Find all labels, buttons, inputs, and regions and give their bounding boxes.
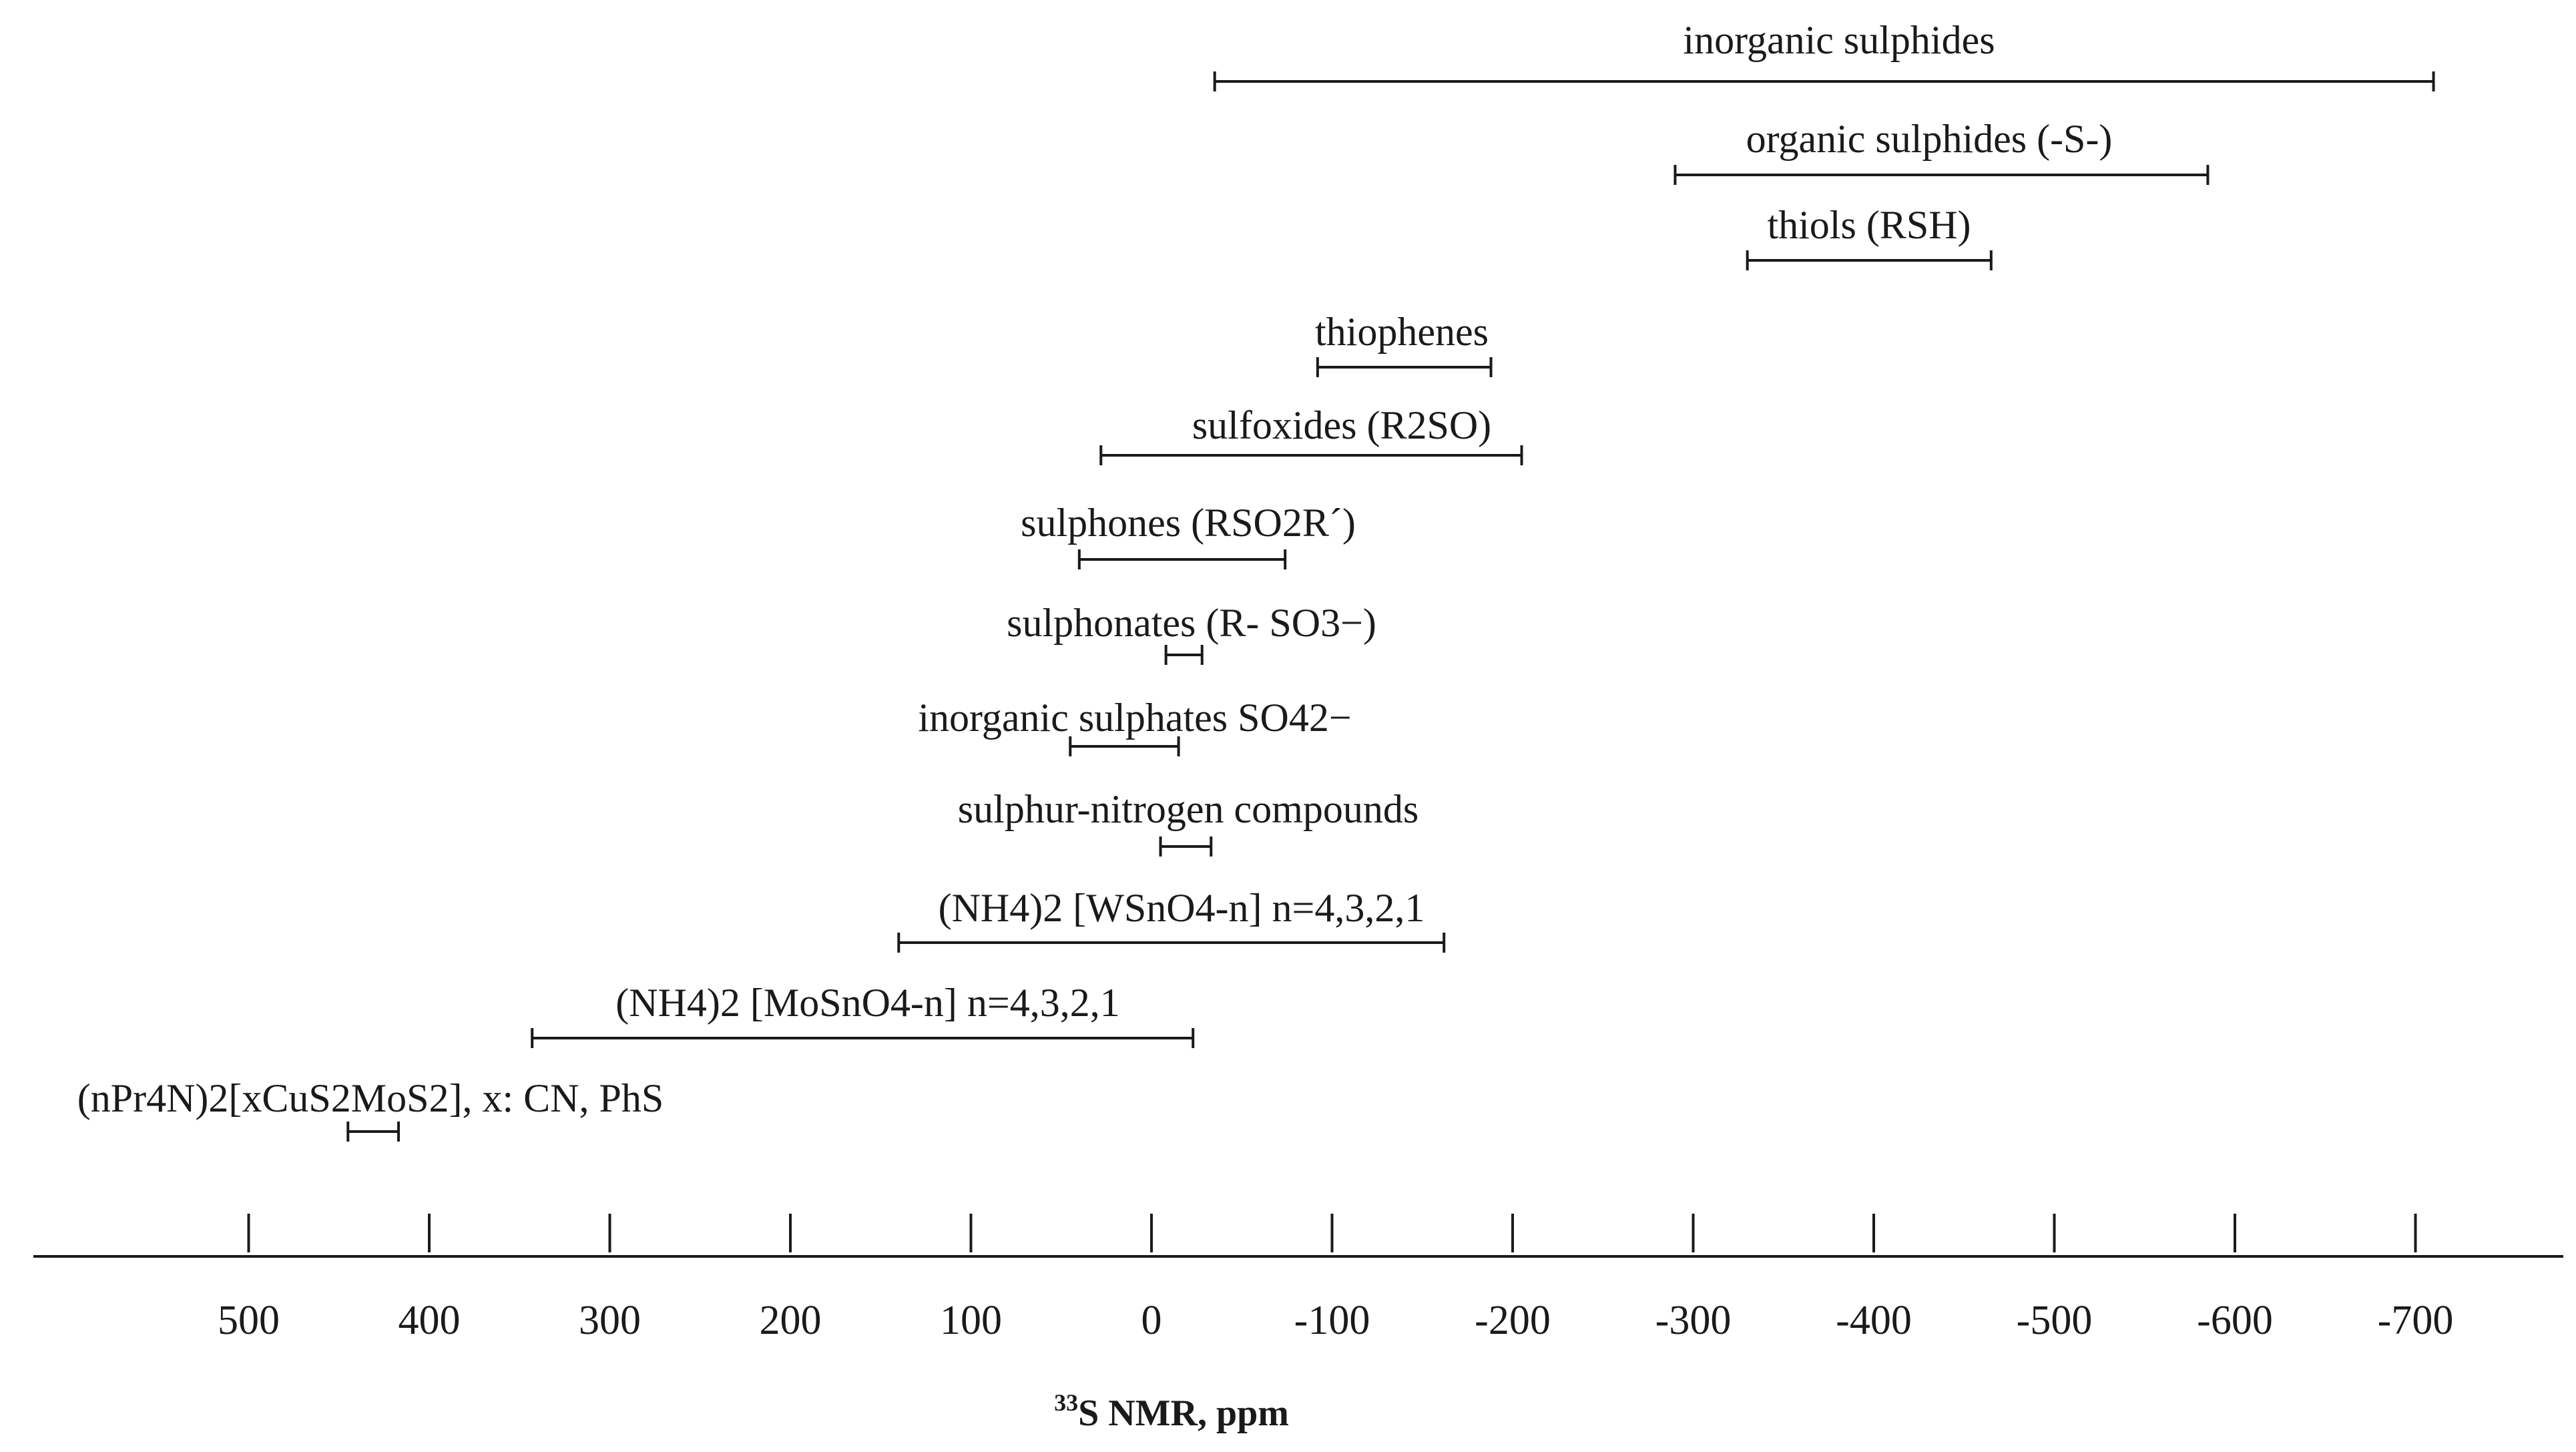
range-bar-ammonium-tungstate: [897, 933, 1446, 953]
x-tick-label: -300: [1655, 1298, 1732, 1343]
x-tick-label: -700: [2378, 1298, 2454, 1343]
range-label-ammonium-tungstate: (NH4)2 [WSnO4-n] n=4,3,2,1: [939, 886, 1425, 930]
range-label-sulfoxides: sulfoxides (R2SO): [1192, 403, 1491, 447]
x-tick-label: 500: [218, 1298, 280, 1343]
range-label-sulphur-nitrogen-compounds: sulphur-nitrogen compounds: [958, 787, 1419, 831]
x-axis-ticks: 500 400 300 200 100 0 -100 -200 -300 -400 -500 -600…: [218, 1214, 2453, 1343]
range-bar-copper-molybdenum-complex: [346, 1122, 401, 1142]
range-label-ammonium-molybdate: (NH4)2 [MoSnO4-n] n=4,3,2,1: [615, 981, 1119, 1025]
range-label-copper-molybdenum-complex: (nPr4N)2[xCuS2MoS2], x: CN, PhS: [77, 1076, 664, 1120]
range-label-thiols: thiols (RSH): [1767, 203, 1971, 247]
x-tick-label: 200: [760, 1298, 822, 1343]
x-tick-label: -200: [1475, 1298, 1551, 1343]
x-tick-label: 100: [940, 1298, 1002, 1343]
x-tick-label: -500: [2017, 1298, 2093, 1343]
range-bar-inorganic-sulphates: [1069, 736, 1180, 756]
x-axis-title: 33S NMR, ppm: [1054, 1389, 1289, 1434]
range-bar-thiols: [1746, 250, 1993, 270]
range-bar-organic-sulphides: [1673, 165, 2210, 185]
range-bars: [346, 71, 2435, 1142]
range-labels: inorganic sulphides organic sulphides (-S…: [77, 18, 2113, 1120]
x-tick-label: 300: [579, 1298, 641, 1343]
range-bar-sulfoxides: [1099, 445, 1523, 465]
x-tick-label: 0: [1141, 1298, 1162, 1343]
range-bar-inorganic-sulphides: [1213, 71, 2435, 91]
range-bar-ammonium-molybdate: [531, 1028, 1195, 1048]
range-label-sulphonates: sulphonates (R- SO3−): [1007, 601, 1376, 645]
range-bar-sulphonates: [1164, 645, 1204, 665]
range-bar-sulphones: [1077, 549, 1287, 569]
range-bar-thiophenes: [1316, 357, 1493, 377]
x-tick-label: -400: [1836, 1298, 1912, 1343]
range-bar-sulphur-nitrogen-compounds: [1159, 836, 1213, 857]
range-label-organic-sulphides: organic sulphides (-S-): [1746, 117, 2113, 161]
range-label-inorganic-sulphides: inorganic sulphides: [1683, 18, 1995, 62]
range-label-inorganic-sulphates: inorganic sulphates SO42−: [918, 696, 1351, 740]
range-label-thiophenes: thiophenes: [1315, 310, 1489, 354]
x-tick-label: -600: [2197, 1298, 2273, 1343]
range-label-sulphones: sulphones (RSO2R´): [1021, 501, 1356, 545]
x-tick-label: -100: [1294, 1298, 1370, 1343]
x-tick-label: 400: [399, 1298, 461, 1343]
